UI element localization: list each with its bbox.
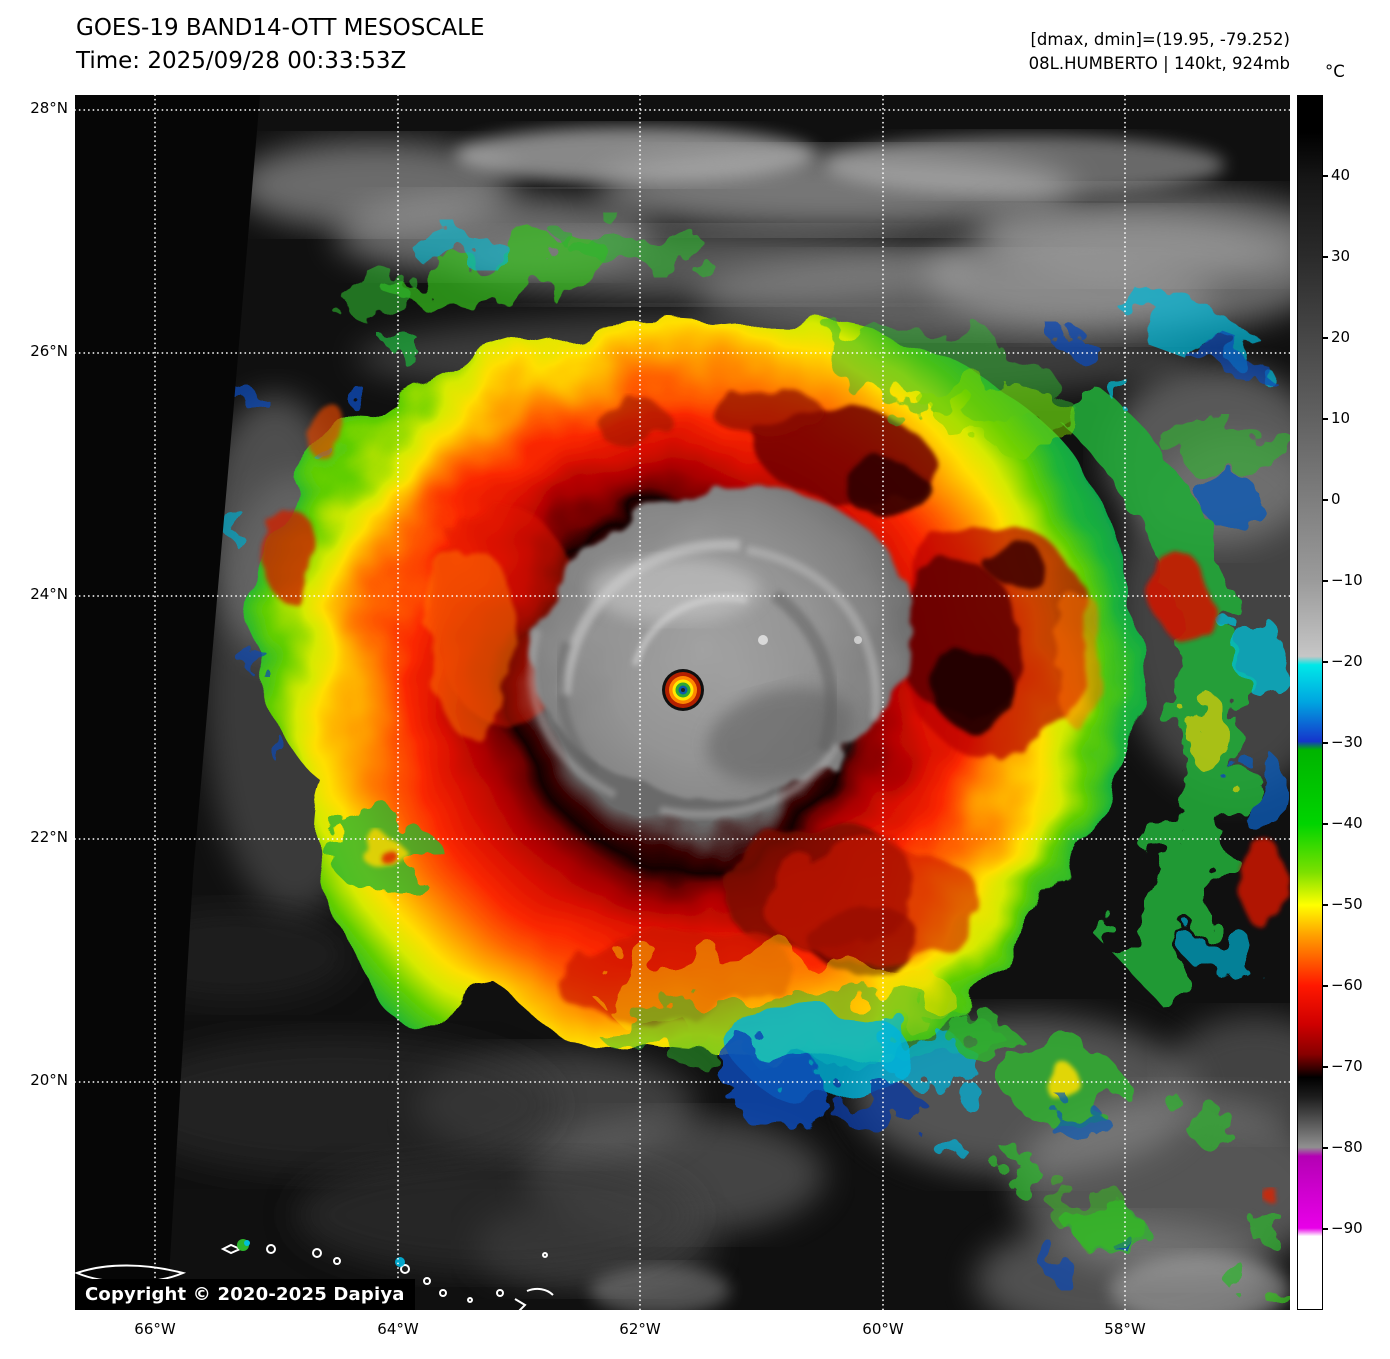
product-time: Time: 2025/09/28 00:33:53Z (76, 48, 407, 74)
temperature-colorbar (1297, 95, 1323, 1310)
colorbar-tick-mark (1323, 1228, 1328, 1230)
header-right: [dmax, dmin]=(19.95, -79.252) 08L.HUMBER… (1029, 28, 1290, 76)
lon-label: 60°W (862, 1320, 904, 1338)
colorbar-tick-mark (1323, 418, 1328, 420)
lon-label: 64°W (377, 1320, 419, 1338)
lat-label: 28°N (30, 99, 68, 117)
lat-label: 22°N (30, 828, 68, 846)
colorbar-tick-label: 20 (1331, 328, 1351, 346)
colorbar-tick-mark (1323, 1147, 1328, 1149)
colorbar-tick-mark (1323, 580, 1328, 582)
lat-label: 26°N (30, 342, 68, 360)
colorbar-tick-label: 30 (1331, 247, 1351, 265)
colorbar-tick-label: 0 (1331, 490, 1341, 508)
colorbar-tick-mark (1323, 499, 1328, 501)
lat-label: 24°N (30, 585, 68, 603)
outer-cold-specks (222, 227, 1305, 1310)
grid-lines (74, 94, 1291, 1311)
colorbar-tick-label: −40 (1331, 814, 1363, 832)
colorbar-tick-mark (1323, 337, 1328, 339)
hurricane-outer-band-east (1055, 377, 1293, 999)
lon-label: 62°W (619, 1320, 661, 1338)
satellite-image (74, 94, 1355, 1340)
colorbar-tick-mark (1323, 1066, 1328, 1068)
colorbar-tick-label: 10 (1331, 409, 1351, 427)
no-data-wedge (75, 95, 260, 1310)
hurricane-eye (662, 669, 704, 711)
colorbar-tick-mark (1323, 175, 1328, 177)
lat-label: 20°N (30, 1071, 68, 1089)
copyright-badge: Copyright © 2020-2025 Dapiya (75, 1279, 415, 1310)
data-range-label: [dmax, dmin]=(19.95, -79.252) (1030, 30, 1291, 49)
colorbar-tick-label: −60 (1331, 976, 1363, 994)
colorbar-tick-label: −20 (1331, 652, 1363, 670)
colorbar-tick-mark (1323, 985, 1328, 987)
lon-label: 66°W (134, 1320, 176, 1338)
colorbar-tick-label: −90 (1331, 1219, 1363, 1237)
colorbar-tick-mark (1323, 904, 1328, 906)
colorbar-tick-label: −50 (1331, 895, 1363, 913)
colorbar-tick-label: 40 (1331, 166, 1351, 184)
cold-overshoot-patches (425, 330, 1105, 1065)
satellite-image-area (74, 94, 1355, 1340)
storm-info-label: 08L.HUMBERTO | 140kt, 924mb (1028, 54, 1290, 73)
colorbar-tick-label: −80 (1331, 1138, 1363, 1156)
colorbar-tick-mark (1323, 742, 1328, 744)
colorbar-tick-mark (1323, 661, 1328, 663)
lon-label: 58°W (1104, 1320, 1146, 1338)
hurricane-core (527, 486, 912, 819)
colorbar-tick-label: −30 (1331, 733, 1363, 751)
product-title: GOES-19 BAND14-OTT MESOSCALE (76, 15, 485, 41)
colorbar-tick-mark (1323, 256, 1328, 258)
colorbar-tick-label: −70 (1331, 1057, 1363, 1075)
colorbar-tick-label: −10 (1331, 571, 1363, 589)
header-left: GOES-19 BAND14-OTT MESOSCALE Time: 2025/… (76, 12, 485, 78)
colorbar-tick-mark (1323, 823, 1328, 825)
colorbar-unit-label: °C (1325, 62, 1345, 81)
